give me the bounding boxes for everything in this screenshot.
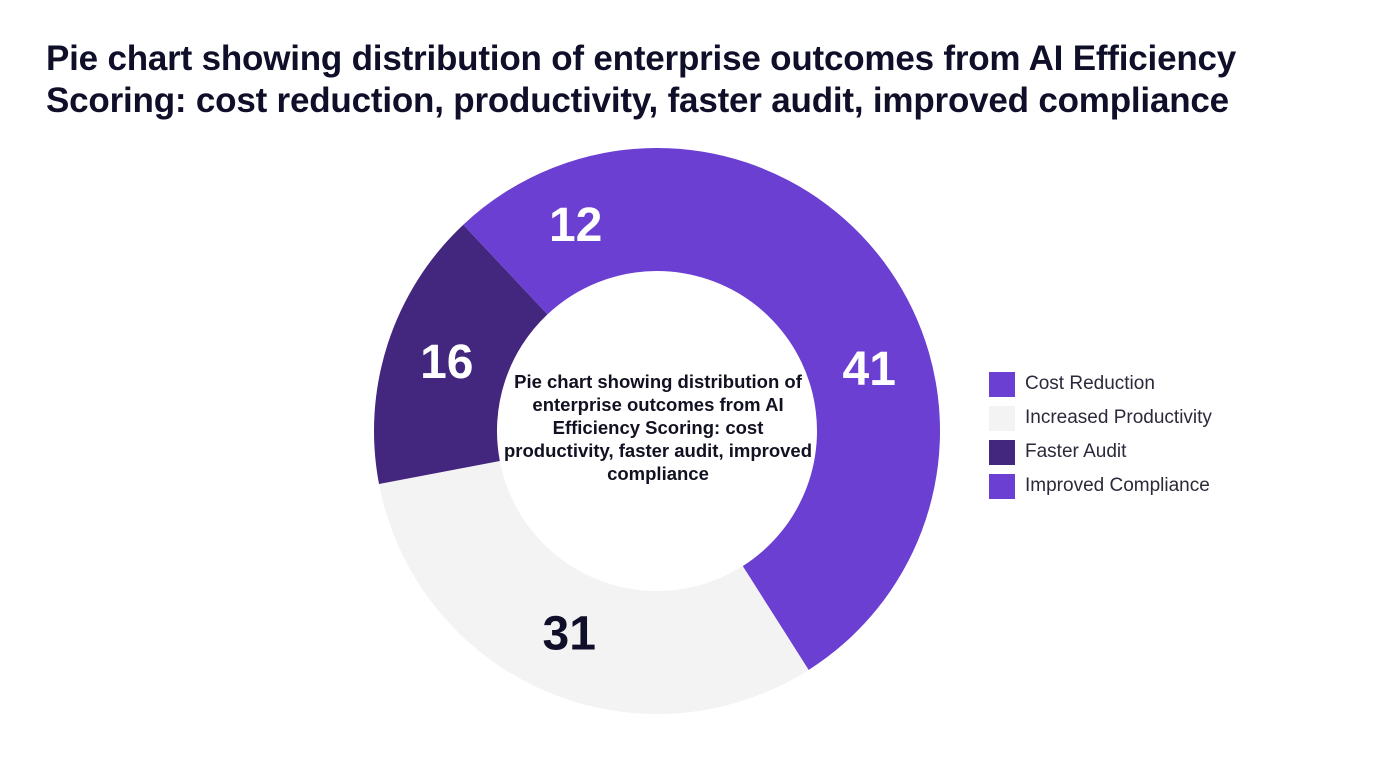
legend-swatch [989, 405, 1015, 431]
legend-swatch [989, 371, 1015, 397]
slice-improved-compliance [463, 148, 657, 315]
slice-cost-reduction [657, 148, 941, 670]
legend-swatch [989, 439, 1015, 465]
legend-swatch [989, 473, 1015, 499]
legend-label: Improved Compliance [1025, 475, 1210, 496]
slice-value-label: 41 [843, 343, 896, 396]
legend-item: Cost Reduction [989, 367, 1212, 401]
slice-value-label: 16 [420, 336, 473, 389]
legend-item: Increased Productivity [989, 401, 1212, 435]
legend-label: Increased Productivity [1025, 407, 1212, 428]
center-label: Pie chart showing distribution of enterp… [503, 371, 813, 484]
slice-value-label: 12 [549, 199, 602, 252]
slice-increased-productivity [379, 460, 809, 714]
legend: Cost Reduction Increased Productivity Fast… [989, 367, 1212, 503]
slice-faster-audit [373, 224, 548, 485]
slice-value-label: 31 [543, 607, 596, 660]
legend-item: Improved Compliance [989, 469, 1212, 503]
legend-label: Cost Reduction [1025, 373, 1155, 394]
legend-label: Faster Audit [1025, 441, 1127, 462]
chart-title: Pie chart showing distribution of enterp… [46, 39, 1237, 120]
legend-item: Faster Audit [989, 435, 1212, 469]
